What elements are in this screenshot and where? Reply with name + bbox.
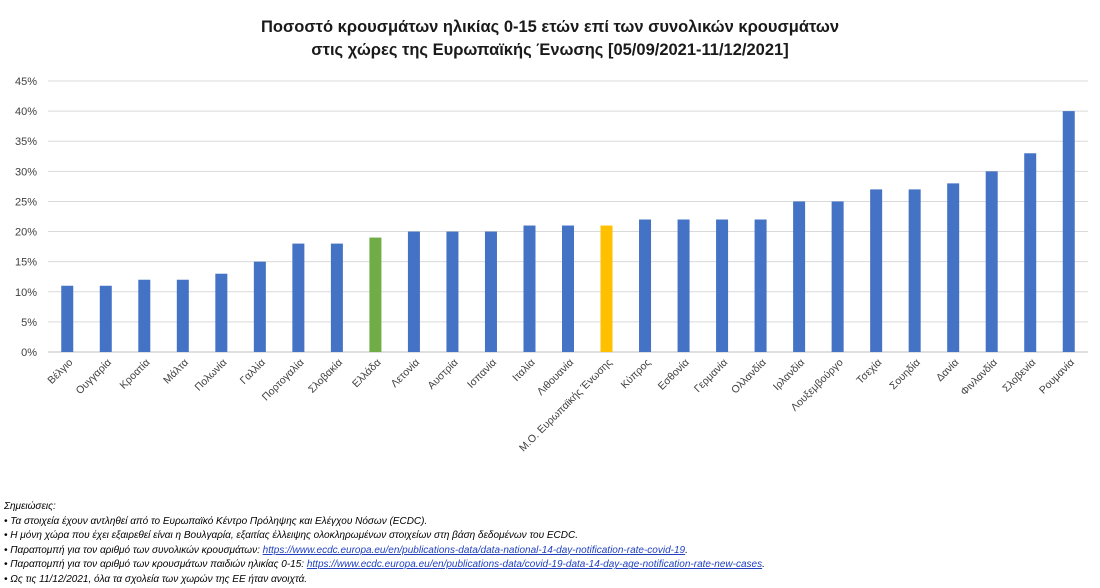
note-line: • Παραπομπή για τον αριθμό των κρουσμάτω…	[4, 558, 1094, 573]
chart-title-line-1: Ποσοστό κρουσμάτων ηλικίας 0-15 ετών επί…	[261, 18, 839, 36]
note-line: • Η μόνη χώρα που έχει εξαιρεθεί είναι η…	[4, 529, 1094, 544]
bar-10	[407, 231, 420, 352]
y-tick-label: 15%	[15, 257, 37, 269]
x-tick-label: Ιταλία	[510, 357, 537, 384]
bar-5	[215, 273, 228, 352]
x-tick-label: Ολλανδία	[729, 357, 769, 397]
x-tick-label: Ιρλανδία	[771, 357, 807, 393]
y-tick-label: 35%	[15, 136, 37, 148]
y-tick-label: 5%	[21, 317, 37, 329]
x-tick-label: Ελλάδα	[350, 357, 383, 390]
note-line: • Παραπομπή για τον αριθμό των συνολικών…	[4, 544, 1094, 559]
y-tick-label: 40%	[15, 106, 37, 118]
x-tick-label: Βέλγιο	[45, 357, 75, 387]
bar-1	[61, 285, 74, 352]
bar-7	[292, 243, 305, 352]
y-tick-label: 30%	[15, 166, 37, 178]
bar-4	[176, 279, 189, 352]
chart-title: Ποσοστό κρουσμάτων ηλικίας 0-15 ετών επί…	[0, 16, 1100, 62]
note-text: Παραπομπή για τον αριθμό των συνολικών κ…	[10, 544, 263, 556]
bar-2	[99, 285, 112, 352]
bullet-icon: •	[4, 544, 8, 556]
x-tick-label: Λετονία	[389, 357, 422, 390]
x-tick-label: Ουγγαρία	[74, 357, 114, 397]
y-tick-label: 45%	[15, 76, 37, 88]
x-tick-label: Φινλανδία	[958, 357, 999, 398]
bar-19	[754, 219, 767, 352]
notes-heading: Σημειώσεις:	[4, 501, 56, 512]
x-tick-label: Αυστρία	[425, 357, 460, 392]
bar-24	[947, 183, 960, 352]
note-suffix: .	[762, 559, 765, 571]
bar-26	[1024, 153, 1037, 352]
note-suffix: .	[685, 544, 688, 556]
x-tick-label: Κύπρος	[619, 357, 654, 392]
bar-27	[1062, 111, 1075, 352]
bar-11	[446, 231, 459, 352]
note-text: Παραπομπή για τον αριθμό των κρουσμάτων …	[10, 559, 307, 571]
x-tick-label: Γερμανία	[692, 357, 730, 395]
bar-16	[639, 219, 652, 352]
bar-14	[562, 225, 574, 352]
bar-9	[369, 237, 382, 352]
note-text: Ως τις 11/12/2021, όλα τα σχολεία των χω…	[10, 573, 308, 585]
x-tick-label: Δανία	[934, 357, 961, 384]
x-tick-label: Μάλτα	[161, 357, 191, 387]
bar-21	[831, 201, 844, 352]
x-tick-label: Γαλλία	[238, 357, 268, 387]
bar-25	[985, 171, 998, 352]
x-tick-label: Πολωνία	[193, 357, 230, 394]
bar-13	[523, 225, 536, 352]
total-cases-source-link[interactable]: https://www.ecdc.europa.eu/en/publicatio…	[262, 544, 686, 556]
x-tick-label: Τσεχία	[854, 357, 884, 387]
bar-12	[484, 231, 497, 352]
bullet-icon: •	[4, 559, 8, 571]
bullet-icon: •	[4, 530, 8, 542]
bar-8	[330, 243, 343, 352]
bar-15	[600, 225, 613, 352]
x-tick-label: Σλοβενία	[1000, 357, 1038, 395]
x-tick-label: Κροατία	[117, 357, 152, 392]
x-tick-label: Ισπανία	[465, 357, 499, 391]
bar-23	[908, 189, 921, 352]
y-tick-label: 20%	[15, 227, 37, 239]
bar-18	[716, 219, 729, 352]
x-tick-label: Σλοβακία	[306, 357, 345, 396]
x-tick-label: Ρουμανία	[1037, 357, 1077, 397]
bar-3	[138, 279, 151, 352]
bar-22	[870, 189, 883, 352]
note-line: • Ως τις 11/12/2021, όλα τα σχολεία των …	[4, 573, 1094, 588]
chart-title-line-2: στις χώρες της Ευρωπαϊκής Ένωσης [05/09/…	[311, 41, 789, 59]
notes-section: Σημειώσεις: • Τα στοιχεία έχουν αντληθεί…	[4, 500, 1094, 588]
bar-6	[253, 261, 266, 352]
bullet-icon: •	[4, 515, 8, 527]
note-text: Τα στοιχεία έχουν αντληθεί από το Ευρωπα…	[10, 515, 428, 527]
x-tick-label: Εσθονία	[656, 357, 692, 393]
note-line: • Τα στοιχεία έχουν αντληθεί από το Ευρω…	[4, 515, 1094, 530]
bar-17	[677, 219, 690, 352]
x-tick-label: Σουηδία	[887, 357, 922, 392]
bullet-icon: •	[4, 573, 8, 585]
note-text: Η μόνη χώρα που έχει εξαιρεθεί είναι η Β…	[10, 530, 578, 542]
y-tick-label: 10%	[15, 287, 37, 299]
y-tick-label: 25%	[15, 196, 37, 208]
x-tick-label: Πορτογαλία	[260, 357, 307, 404]
bar-20	[793, 201, 806, 352]
bar-chart: 0% 5% 10% 15% 20% 25% 30% 35% 40% 45% ΒέλγιοΟυγγαρ…	[15, 76, 1088, 454]
child-cases-source-link[interactable]: https://www.ecdc.europa.eu/en/publicatio…	[306, 559, 763, 571]
y-tick-label: 0%	[21, 347, 37, 359]
